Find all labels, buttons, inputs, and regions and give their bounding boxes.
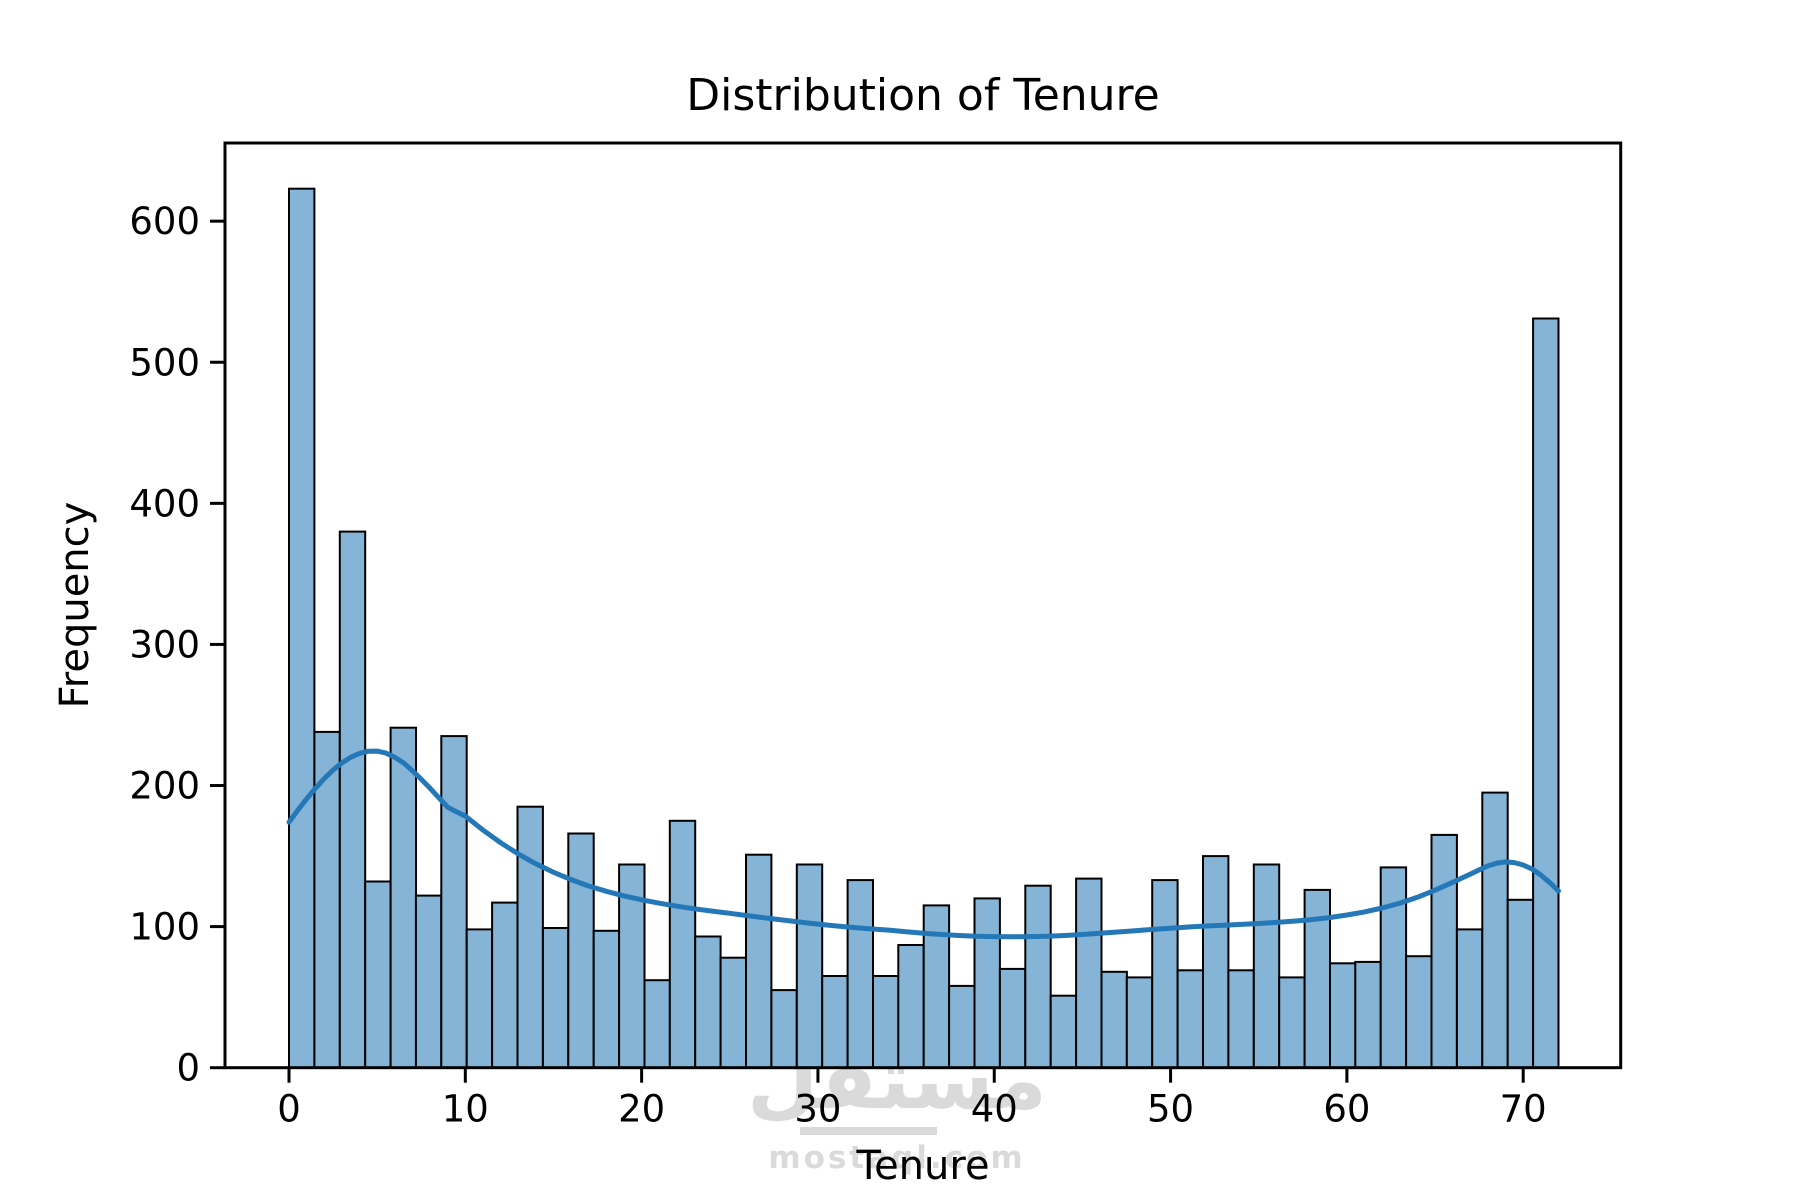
histogram-bar bbox=[592, 929, 621, 1069]
histogram-bar bbox=[567, 832, 595, 1069]
histogram-bar bbox=[1329, 962, 1357, 1069]
histogram-bar bbox=[745, 853, 773, 1069]
y-tick-label: 400 bbox=[129, 482, 200, 525]
histogram-bar bbox=[1176, 969, 1204, 1069]
x-tick-label: 20 bbox=[618, 1088, 665, 1131]
histogram-bar bbox=[846, 879, 874, 1069]
histogram-bar bbox=[516, 805, 544, 1069]
histogram-bar bbox=[414, 894, 443, 1069]
histogram-bar bbox=[770, 989, 798, 1069]
histogram-bar bbox=[948, 984, 976, 1069]
watermark-domain-text: mostaql.com bbox=[768, 1140, 1026, 1176]
histogram-bar bbox=[389, 726, 418, 1069]
histogram-bar bbox=[1049, 994, 1078, 1069]
histogram-bar bbox=[694, 935, 722, 1069]
histogram-bar bbox=[795, 863, 824, 1069]
histogram-bar bbox=[1252, 863, 1281, 1069]
x-tick-label: 30 bbox=[794, 1088, 841, 1131]
axes-spines bbox=[223, 141, 1623, 1070]
watermark-underline bbox=[800, 1127, 937, 1135]
y-tick-label: 200 bbox=[129, 765, 200, 808]
x-tick-label: 50 bbox=[1147, 1088, 1194, 1131]
histogram-bar bbox=[668, 819, 697, 1069]
histogram-bar bbox=[897, 944, 925, 1069]
x-tick-label: 40 bbox=[971, 1088, 1018, 1131]
histogram-bar bbox=[922, 904, 951, 1069]
histogram-bar bbox=[1455, 928, 1484, 1069]
histogram-bar bbox=[1227, 969, 1255, 1069]
histogram-bar bbox=[1379, 866, 1408, 1069]
x-tick-label: 70 bbox=[1500, 1088, 1547, 1131]
histogram-bar bbox=[1532, 317, 1560, 1069]
histogram-bar bbox=[1506, 898, 1535, 1069]
histogram-bar bbox=[541, 927, 570, 1069]
histogram-bar bbox=[719, 956, 747, 1069]
y-tick-label: 500 bbox=[129, 341, 200, 384]
y-tick-label: 300 bbox=[129, 623, 200, 666]
x-axis-label: Tenure bbox=[856, 1143, 990, 1189]
histogram-bar bbox=[1405, 955, 1433, 1069]
histogram-bar bbox=[998, 967, 1027, 1069]
histogram-bar bbox=[1075, 877, 1103, 1069]
histogram-bar bbox=[1125, 976, 1154, 1069]
histogram-bar bbox=[1202, 855, 1230, 1069]
histogram-bar bbox=[973, 897, 1001, 1069]
histogram-bar bbox=[1151, 879, 1179, 1069]
histogram-bar bbox=[491, 901, 519, 1069]
x-tick-label: 10 bbox=[442, 1088, 489, 1131]
histogram-bar bbox=[1100, 970, 1128, 1069]
histogram-bar bbox=[364, 880, 392, 1069]
histogram-bar bbox=[872, 975, 900, 1069]
y-tick-label: 100 bbox=[129, 906, 200, 949]
x-tick-label: 60 bbox=[1323, 1088, 1370, 1131]
histogram-bar bbox=[440, 735, 468, 1069]
x-tick-label: 0 bbox=[277, 1088, 301, 1131]
y-axis-label: Frequency bbox=[52, 501, 98, 709]
chart-title: Distribution of Tenure bbox=[686, 70, 1160, 121]
histogram-bar bbox=[821, 975, 849, 1069]
histogram-bar bbox=[288, 187, 316, 1069]
histogram-bar bbox=[1024, 884, 1052, 1069]
histogram-bar bbox=[1278, 976, 1306, 1069]
histogram-bar bbox=[1481, 791, 1509, 1069]
histogram-bar bbox=[1430, 833, 1458, 1069]
histogram-bar bbox=[465, 928, 494, 1069]
histogram-bar bbox=[1354, 960, 1382, 1069]
kde-curve bbox=[286, 748, 1561, 940]
y-tick-label: 600 bbox=[129, 200, 200, 243]
histogram-bar bbox=[643, 979, 671, 1069]
y-tick-label: 0 bbox=[176, 1047, 200, 1090]
histogram-bar bbox=[338, 530, 367, 1069]
